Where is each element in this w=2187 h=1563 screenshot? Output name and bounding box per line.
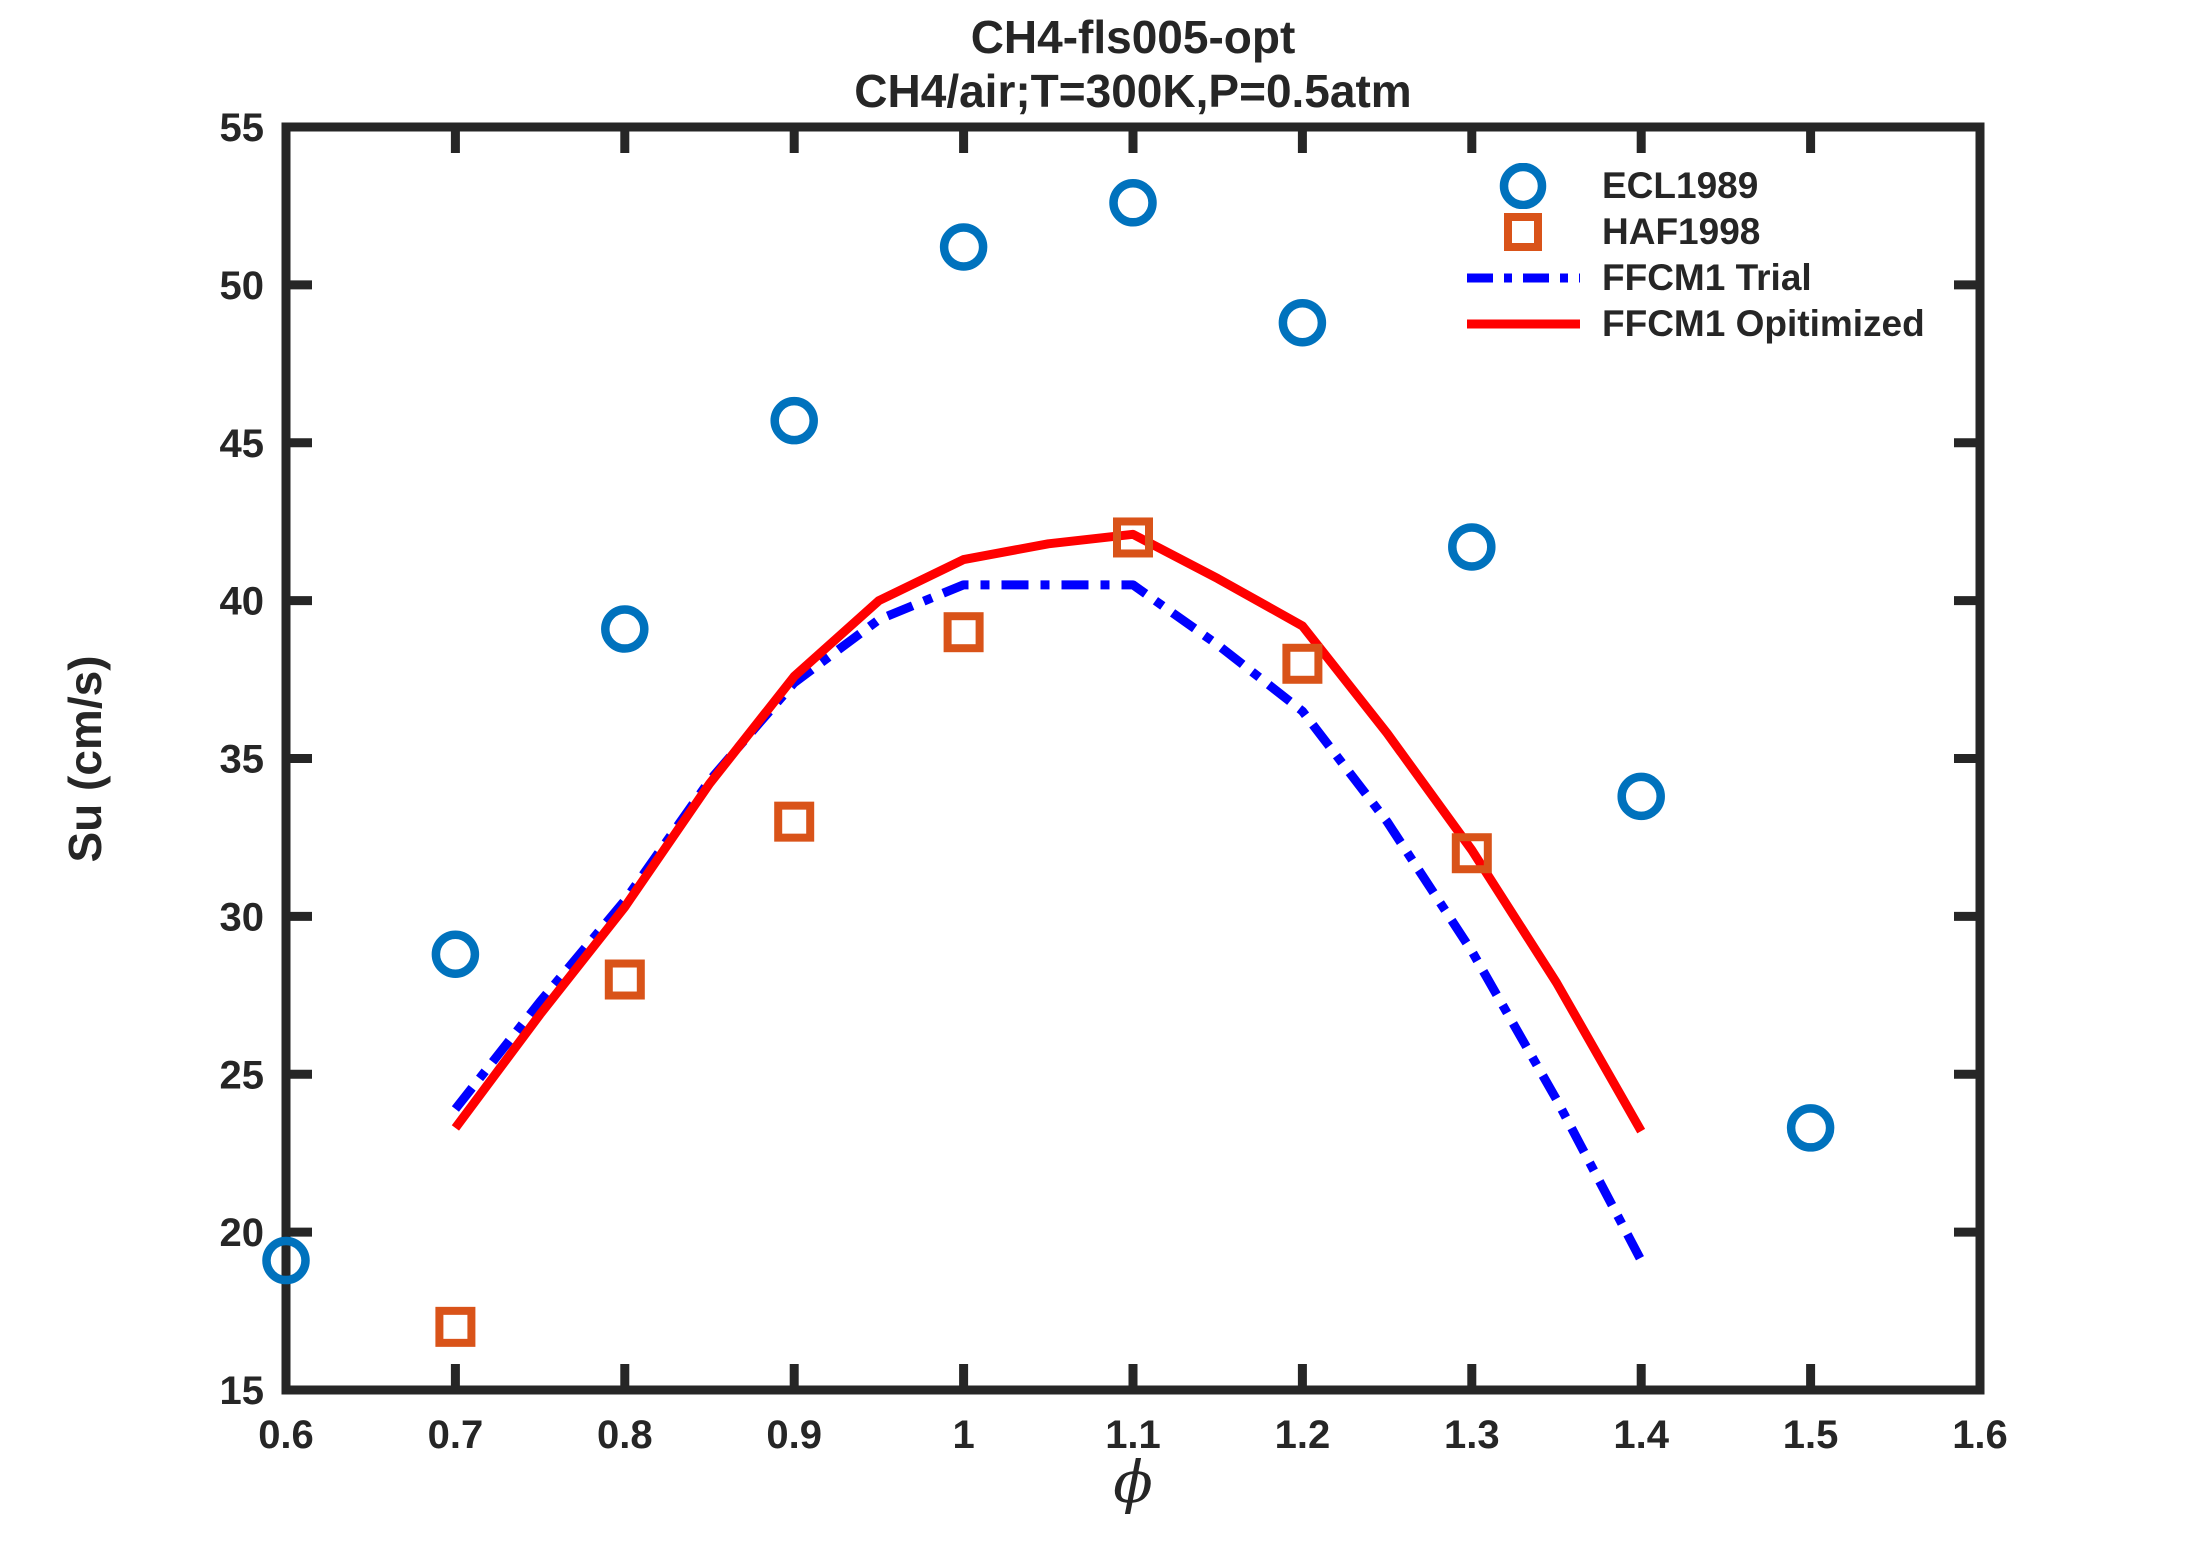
legend-row-ffcm1-optimized: FFCM1 Opitimized: [1467, 301, 1925, 347]
y-tick-label-15: 15: [220, 1369, 265, 1413]
dash-dot-line-icon: [1467, 273, 1580, 283]
y-tick-label-20: 20: [220, 1211, 265, 1255]
solid-line-icon: [1467, 319, 1580, 329]
chart-title: CH4-fls005-opt: [970, 11, 1296, 63]
ecl1989-marker: [1278, 299, 1327, 347]
y-tick-label-55: 55: [220, 106, 265, 150]
haf1998-marker: [1282, 643, 1323, 684]
series-line-ffcm1-trial: [451, 580, 1646, 1263]
legend-row-ffcm1-trial: FFCM1 Trial: [1467, 255, 1925, 301]
legend-square-glyph: [1504, 213, 1542, 251]
x-tick-label-0.9: 0.9: [766, 1413, 822, 1457]
ecl1989-marker: [1786, 1104, 1835, 1152]
x-tick-label-0.6: 0.6: [258, 1413, 314, 1457]
ecl1989-marker: [939, 223, 988, 271]
y-axis-label: Su (cm/s): [59, 655, 111, 863]
legend-row-haf1998: HAF1998: [1467, 209, 1925, 255]
y-tick-label-45: 45: [220, 422, 265, 466]
x-tick-label-1.1: 1.1: [1105, 1413, 1161, 1457]
x-tick-label-0.8: 0.8: [597, 1413, 653, 1457]
haf1998-marker: [774, 801, 815, 842]
legend-row-ecl1989: ECL1989: [1467, 163, 1925, 209]
y-tick-label-25: 25: [220, 1053, 265, 1097]
x-tick-label-1.6: 1.6: [1952, 1413, 2008, 1457]
y-tick-label-40: 40: [220, 580, 265, 624]
ecl1989-marker: [1109, 179, 1157, 227]
legend-circle-glyph: [1499, 163, 1547, 209]
x-axis-label: ϕ: [1113, 1448, 1153, 1516]
y-tick-label-35: 35: [220, 738, 265, 782]
ecl1989-marker: [262, 1236, 310, 1285]
legend-label-ecl1989: ECL1989: [1602, 165, 1759, 206]
x-tick-label-1.4: 1.4: [1613, 1413, 1669, 1457]
ecl1989-marker: [1448, 523, 1496, 571]
series-line-ffcm1-opitimized: [451, 529, 1646, 1134]
square-marker-icon: [1504, 213, 1542, 251]
legend-label-ffcm1-optimized: FFCM1 Opitimized: [1602, 303, 1925, 344]
y-tick-label-50: 50: [220, 264, 265, 308]
haf1998-marker: [435, 1306, 476, 1347]
x-tick-label-0.7: 0.7: [428, 1413, 484, 1457]
x-tick-label-1: 1: [952, 1413, 974, 1457]
legend-label-haf1998: HAF1998: [1602, 211, 1761, 252]
x-tick-label-1.5: 1.5: [1783, 1413, 1839, 1457]
ecl1989-marker: [770, 396, 818, 445]
ecl1989-marker: [601, 605, 649, 653]
ecl1989-marker: [431, 930, 480, 979]
haf1998-marker: [1451, 833, 1492, 874]
chart-subtitle: CH4/air;T=300K,P=0.5atm: [854, 65, 1412, 117]
circle-marker-icon: [1499, 163, 1547, 209]
legend: ECL1989 HAF1998 FFCM1 Trial FFCM1 Opitim…: [1467, 163, 1925, 347]
chart-titles: CH4-fls005-opt CH4/air;T=300K,P=0.5atm: [286, 10, 1980, 118]
x-tick-label-1.3: 1.3: [1444, 1413, 1500, 1457]
x-tick-label-1.2: 1.2: [1275, 1413, 1331, 1457]
haf1998-marker: [943, 612, 984, 653]
legend-label-ffcm1-trial: FFCM1 Trial: [1602, 257, 1812, 298]
ecl1989-marker: [1617, 772, 1665, 821]
haf1998-marker: [604, 959, 645, 1000]
haf1998-marker: [1113, 517, 1153, 558]
y-tick-label-30: 30: [220, 895, 265, 939]
